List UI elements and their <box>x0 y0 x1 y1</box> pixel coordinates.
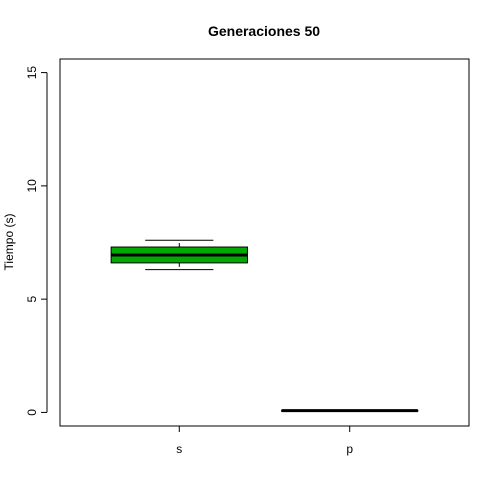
y-tick-label: 10 <box>25 179 39 193</box>
box-s <box>110 239 248 271</box>
box-p <box>281 409 419 413</box>
plot-frame <box>59 58 470 427</box>
y-axis: 0 5 10 15 <box>25 66 48 416</box>
x-tick-label: s <box>176 442 182 456</box>
y-tick-label: 5 <box>25 295 39 302</box>
chart-title: Generaciones 50 <box>208 23 320 39</box>
box-series <box>110 239 419 413</box>
y-axis-label: Tiempo (s) <box>2 214 16 271</box>
y-tick-label: 15 <box>25 66 39 80</box>
x-tick-label: p <box>346 442 353 456</box>
y-tick-label: 0 <box>25 409 39 416</box>
